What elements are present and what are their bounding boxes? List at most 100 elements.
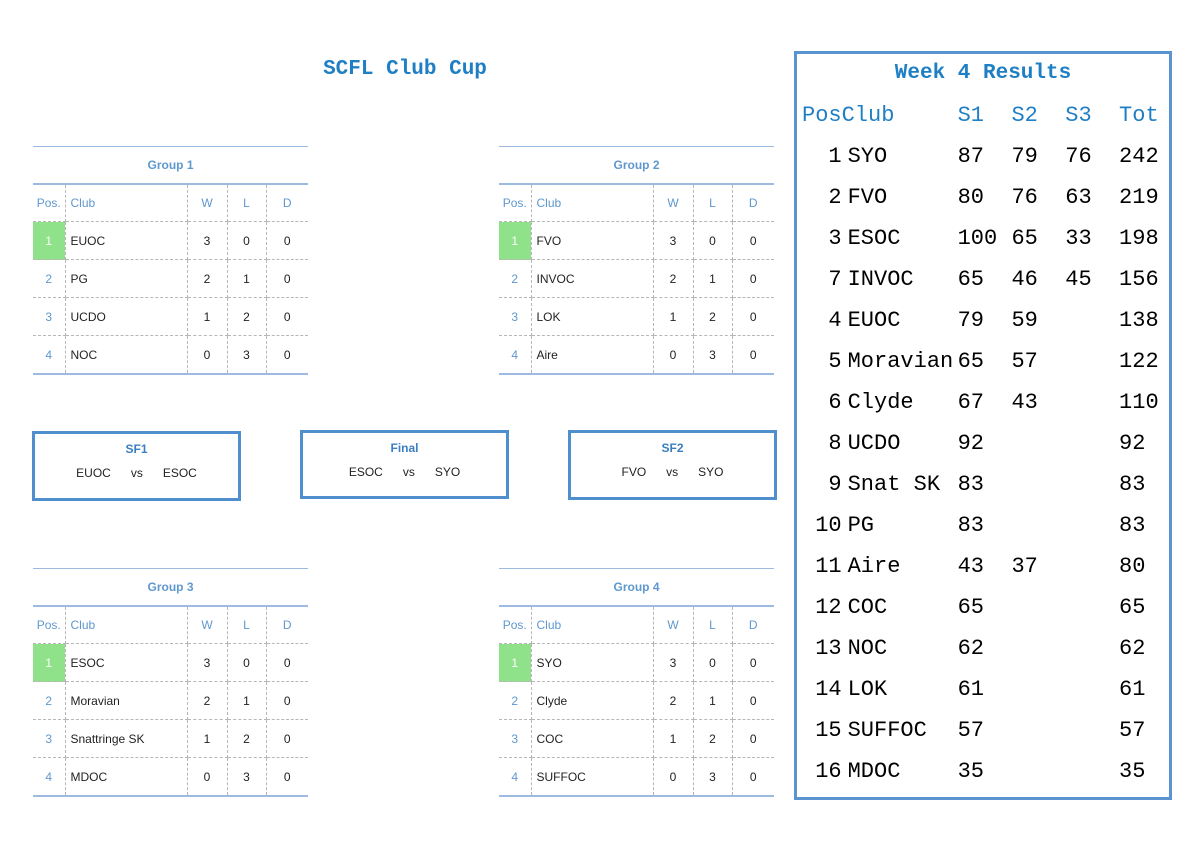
group-row: 4 MDOC 0 3 0	[33, 757, 308, 797]
results-row-s3	[1065, 669, 1119, 710]
group-header-l: L	[692, 605, 733, 644]
final-label: Final	[390, 441, 419, 455]
results-row-s1: 80	[957, 185, 984, 210]
results-row-s2: 76	[1011, 185, 1038, 210]
results-row: 9 Snat SK 83 83	[802, 464, 1169, 505]
group-header-l: L	[226, 605, 267, 644]
group-row-club: Moravian	[64, 681, 188, 720]
results-row-s2: 79	[1011, 144, 1038, 169]
group-row-d: 0	[731, 221, 774, 260]
results-row-s1: 61	[957, 677, 984, 702]
group-row-pos: 4	[499, 757, 532, 797]
group-row-club: LOK	[530, 297, 654, 336]
group-row-pos: 1	[33, 643, 66, 682]
group-row-d: 0	[265, 297, 308, 336]
results-row-s1: 57	[957, 718, 984, 743]
group-header-pos: Pos.	[499, 183, 532, 222]
results-row-tot: 35	[1119, 759, 1146, 784]
group-row: 4 NOC 0 3 0	[33, 335, 308, 375]
results-row-tot: 219	[1119, 185, 1159, 210]
results-row-s1: 65	[957, 595, 984, 620]
results-row-pos: 13	[815, 636, 842, 661]
results-row-tot: 122	[1119, 349, 1159, 374]
group-row: 2 INVOC 2 1 0	[499, 259, 774, 298]
results-header-s1: S1	[957, 103, 984, 128]
results-header-row: Pos Club S1 S2 S3 Tot	[802, 95, 1169, 136]
group-header-club: Club	[530, 183, 654, 222]
group-row-l: 0	[692, 221, 733, 260]
group-header-row: Pos. Club W L D	[499, 183, 774, 222]
results-row-s3	[1065, 710, 1119, 751]
results-row-s2	[1011, 669, 1065, 710]
group-row-pos: 2	[499, 681, 532, 720]
results-row-s1: 67	[957, 390, 984, 415]
group-row-l: 3	[692, 757, 733, 797]
group-row-d: 0	[731, 259, 774, 298]
results-row-club: SYO	[847, 144, 888, 169]
results-row-s1: 92	[957, 431, 984, 456]
group-row-l: 3	[226, 335, 267, 375]
results-row-s3	[1065, 423, 1119, 464]
results-row-pos: 2	[828, 185, 842, 210]
group-row-d: 0	[731, 757, 774, 797]
results-row: 4 EUOC 79 59 138	[802, 300, 1169, 341]
group-row-club: PG	[64, 259, 188, 298]
group-row-pos: 4	[33, 335, 66, 375]
results-row-pos: 10	[815, 513, 842, 538]
results-row-club: FVO	[847, 185, 888, 210]
results-row-tot: 83	[1119, 472, 1146, 497]
results-row-tot: 156	[1119, 267, 1159, 292]
results-header-s2: S2	[1011, 103, 1038, 128]
group-row: 2 Moravian 2 1 0	[33, 681, 308, 720]
sf1-home: EUOC	[76, 466, 111, 480]
group-row-club: COC	[530, 719, 654, 758]
results-row-club: PG	[847, 513, 875, 538]
group-row-d: 0	[265, 259, 308, 298]
results-row: 10 PG 83 83	[802, 505, 1169, 546]
results-row-club: UCDO	[847, 431, 901, 456]
group-row-l: 1	[692, 681, 733, 720]
group-row-l: 0	[692, 643, 733, 682]
group-row-w: 2	[652, 681, 694, 720]
group-row-d: 0	[731, 681, 774, 720]
group-row-d: 0	[265, 335, 308, 375]
results-row-tot: 92	[1119, 431, 1146, 456]
results-row: 16 MDOC 35 35	[802, 751, 1169, 792]
group-header-l: L	[692, 183, 733, 222]
results-row: 5 Moravian 65 57 122	[802, 341, 1169, 382]
group-row-w: 1	[652, 297, 694, 336]
group-row: 3 COC 1 2 0	[499, 719, 774, 758]
results-row-s2: 65	[1011, 226, 1038, 251]
group-row-club: Aire	[530, 335, 654, 375]
group-row-w: 2	[186, 681, 228, 720]
results-row-s3	[1065, 751, 1119, 792]
group-row-club: UCDO	[64, 297, 188, 336]
group-header-w: W	[652, 183, 694, 222]
group-row: 1 SYO 3 0 0	[499, 643, 774, 682]
group-header-w: W	[186, 605, 228, 644]
group-row-l: 2	[692, 297, 733, 336]
results-row-s3: 76	[1065, 144, 1092, 169]
results-row-pos: 11	[815, 554, 842, 579]
group-row-d: 0	[731, 719, 774, 758]
group-row-pos: 1	[33, 221, 66, 260]
group-header-d: D	[265, 183, 308, 222]
results-row-s2	[1011, 628, 1065, 669]
results-row-club: LOK	[847, 677, 888, 702]
group-title: Group 3	[33, 568, 308, 607]
results-row: 3 ESOC 100 65 33 198	[802, 218, 1169, 259]
results-row-club: NOC	[847, 636, 888, 661]
group-row: 1 FVO 3 0 0	[499, 221, 774, 260]
group-row: 1 EUOC 3 0 0	[33, 221, 308, 260]
results-row-tot: 57	[1119, 718, 1146, 743]
group-row-club: Snattringe SK	[64, 719, 188, 758]
results-header-s3: S3	[1065, 103, 1092, 128]
group-table: Group 2 Pos. Club W L D 1 FVO 3 0 0 2 INVOC 2 1 0 3 LOK 1 2…	[499, 146, 774, 375]
results-header-club: Club	[841, 103, 895, 128]
group-row-w: 3	[652, 643, 694, 682]
results-row-club: ESOC	[847, 226, 901, 251]
results-row-tot: 242	[1119, 144, 1159, 169]
group-row: 4 SUFFOC 0 3 0	[499, 757, 774, 797]
week-results-title: Week 4 Results	[894, 62, 1072, 85]
page-title: SCFL Club Cup	[323, 58, 487, 81]
